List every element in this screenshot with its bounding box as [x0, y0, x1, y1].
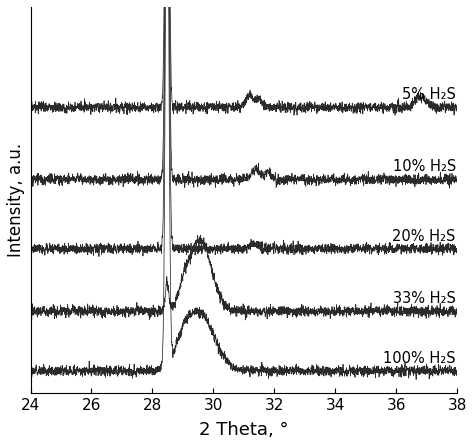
Text: 33% H₂S: 33% H₂S [393, 291, 456, 306]
Text: 20% H₂S: 20% H₂S [392, 228, 456, 244]
Y-axis label: Intensity, a.u.: Intensity, a.u. [7, 143, 25, 257]
Text: 5% H₂S: 5% H₂S [402, 87, 456, 102]
Text: 100% H₂S: 100% H₂S [383, 351, 456, 366]
Text: 10% H₂S: 10% H₂S [392, 160, 456, 174]
X-axis label: 2 Theta, °: 2 Theta, ° [199, 421, 289, 439]
